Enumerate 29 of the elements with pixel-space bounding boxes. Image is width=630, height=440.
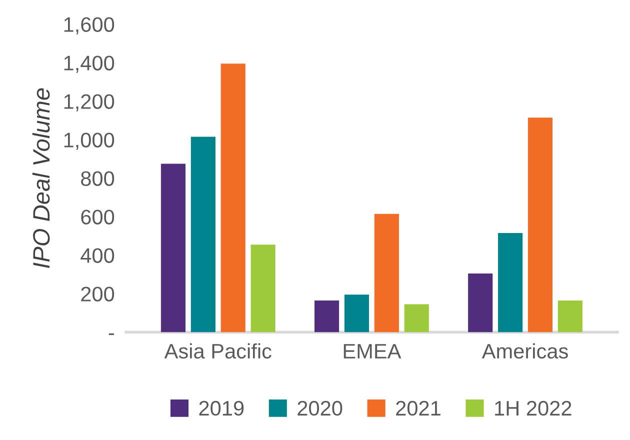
bar [160, 164, 186, 332]
legend-label: 2021 [396, 400, 440, 416]
y-tick-label: 1,400 [64, 56, 114, 73]
y-axis-title: IPO Deal Volume [32, 88, 50, 268]
bar [404, 304, 429, 332]
y-tick-label: 800 [81, 171, 114, 186]
x-tick-label: EMEA [344, 344, 402, 358]
y-tick-label: 1,000 [64, 132, 114, 150]
bar [190, 136, 216, 332]
legend-label: 1H 2022 [495, 400, 572, 416]
bar [220, 64, 246, 332]
y-tick-label: 400 [80, 248, 114, 263]
y-tick-label: 1,600 [64, 17, 114, 34]
y-tick-label: - [108, 333, 114, 336]
x-tick-label: Asia Pacific [164, 343, 272, 359]
y-tick-label: 200 [81, 286, 114, 302]
y-tick-label: 1,200 [64, 94, 114, 112]
bar [344, 294, 370, 332]
bar [498, 233, 523, 332]
bar [558, 300, 582, 332]
bar [468, 273, 493, 332]
legend-label: 2020 [298, 400, 342, 416]
bar [314, 300, 340, 332]
legend-label: 2019 [199, 400, 244, 416]
x-tick-label: Americas [482, 343, 568, 359]
bar [528, 118, 553, 332]
bar [250, 244, 276, 332]
y-tick-label: 600 [81, 210, 114, 224]
bar [374, 214, 399, 332]
